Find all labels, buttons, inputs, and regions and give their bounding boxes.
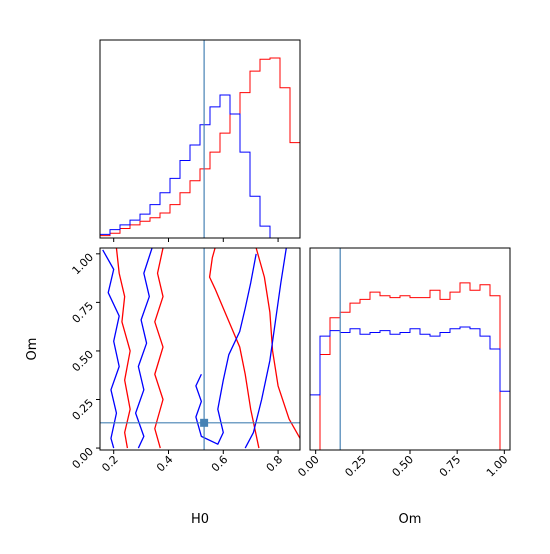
h0-histogram-frame — [99, 39, 301, 239]
joint-contour-frame — [99, 247, 301, 451]
joint-truth-marker — [200, 418, 209, 427]
om-axis-label-joint: Om — [25, 338, 40, 361]
h0-hist-series-0 — [100, 57, 300, 238]
om-hist-series-0 — [310, 282, 510, 450]
om-histogram-frame — [309, 247, 511, 451]
contour-series-0-line-1 — [208, 248, 260, 449]
contour-series-0-line-0 — [255, 248, 300, 440]
h0-hist-series-1 — [100, 94, 300, 238]
joint-contour-panel — [96, 248, 300, 454]
om-histogram-panel — [310, 248, 510, 454]
contour-series-1-line-0 — [244, 248, 287, 449]
h0-histogram-panel — [100, 40, 300, 242]
contour-series-1-line-3 — [134, 248, 153, 449]
contour-series-0-line-2 — [115, 248, 131, 449]
contour-series-0-line-3 — [154, 248, 164, 449]
om-axis-label: Om — [399, 512, 422, 527]
h0-axis-label: H0 — [191, 512, 209, 527]
contour-series-1-line-2 — [102, 249, 120, 449]
contour-series-1-line-1 — [195, 253, 257, 445]
